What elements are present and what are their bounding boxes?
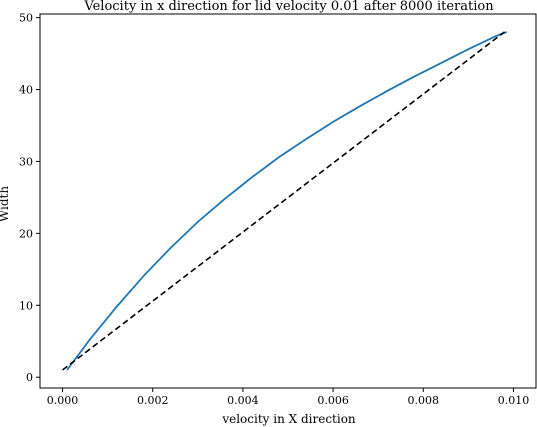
x-tick-label: 0.000 [47, 394, 79, 407]
x-tick-label: 0.006 [317, 394, 349, 407]
chart-title: Velocity in x direction for lid velocity… [83, 0, 494, 14]
y-tick-label: 0 [26, 371, 33, 384]
y-axis-label: Width [0, 186, 11, 222]
x-tick-label: 0.002 [137, 394, 169, 407]
series-line-0 [66, 31, 508, 371]
x-tick-label: 0.004 [227, 394, 259, 407]
x-axis: 0.000 0.002 0.004 0.006 0.008 0.010 [47, 388, 529, 407]
plot-frame [39, 13, 537, 389]
series-line-1 [62, 31, 505, 371]
y-tick-label: 20 [19, 227, 33, 240]
plot-area [62, 31, 508, 371]
y-axis: 0 10 20 30 40 50 [19, 12, 40, 384]
y-tick-label: 50 [19, 12, 33, 25]
x-axis-label: velocity in X direction [221, 412, 356, 426]
y-tick-label: 40 [19, 84, 33, 97]
x-tick-label: 0.010 [498, 394, 530, 407]
y-tick-label: 10 [19, 299, 33, 312]
y-tick-label: 30 [19, 155, 33, 168]
x-tick-label: 0.008 [408, 394, 440, 407]
